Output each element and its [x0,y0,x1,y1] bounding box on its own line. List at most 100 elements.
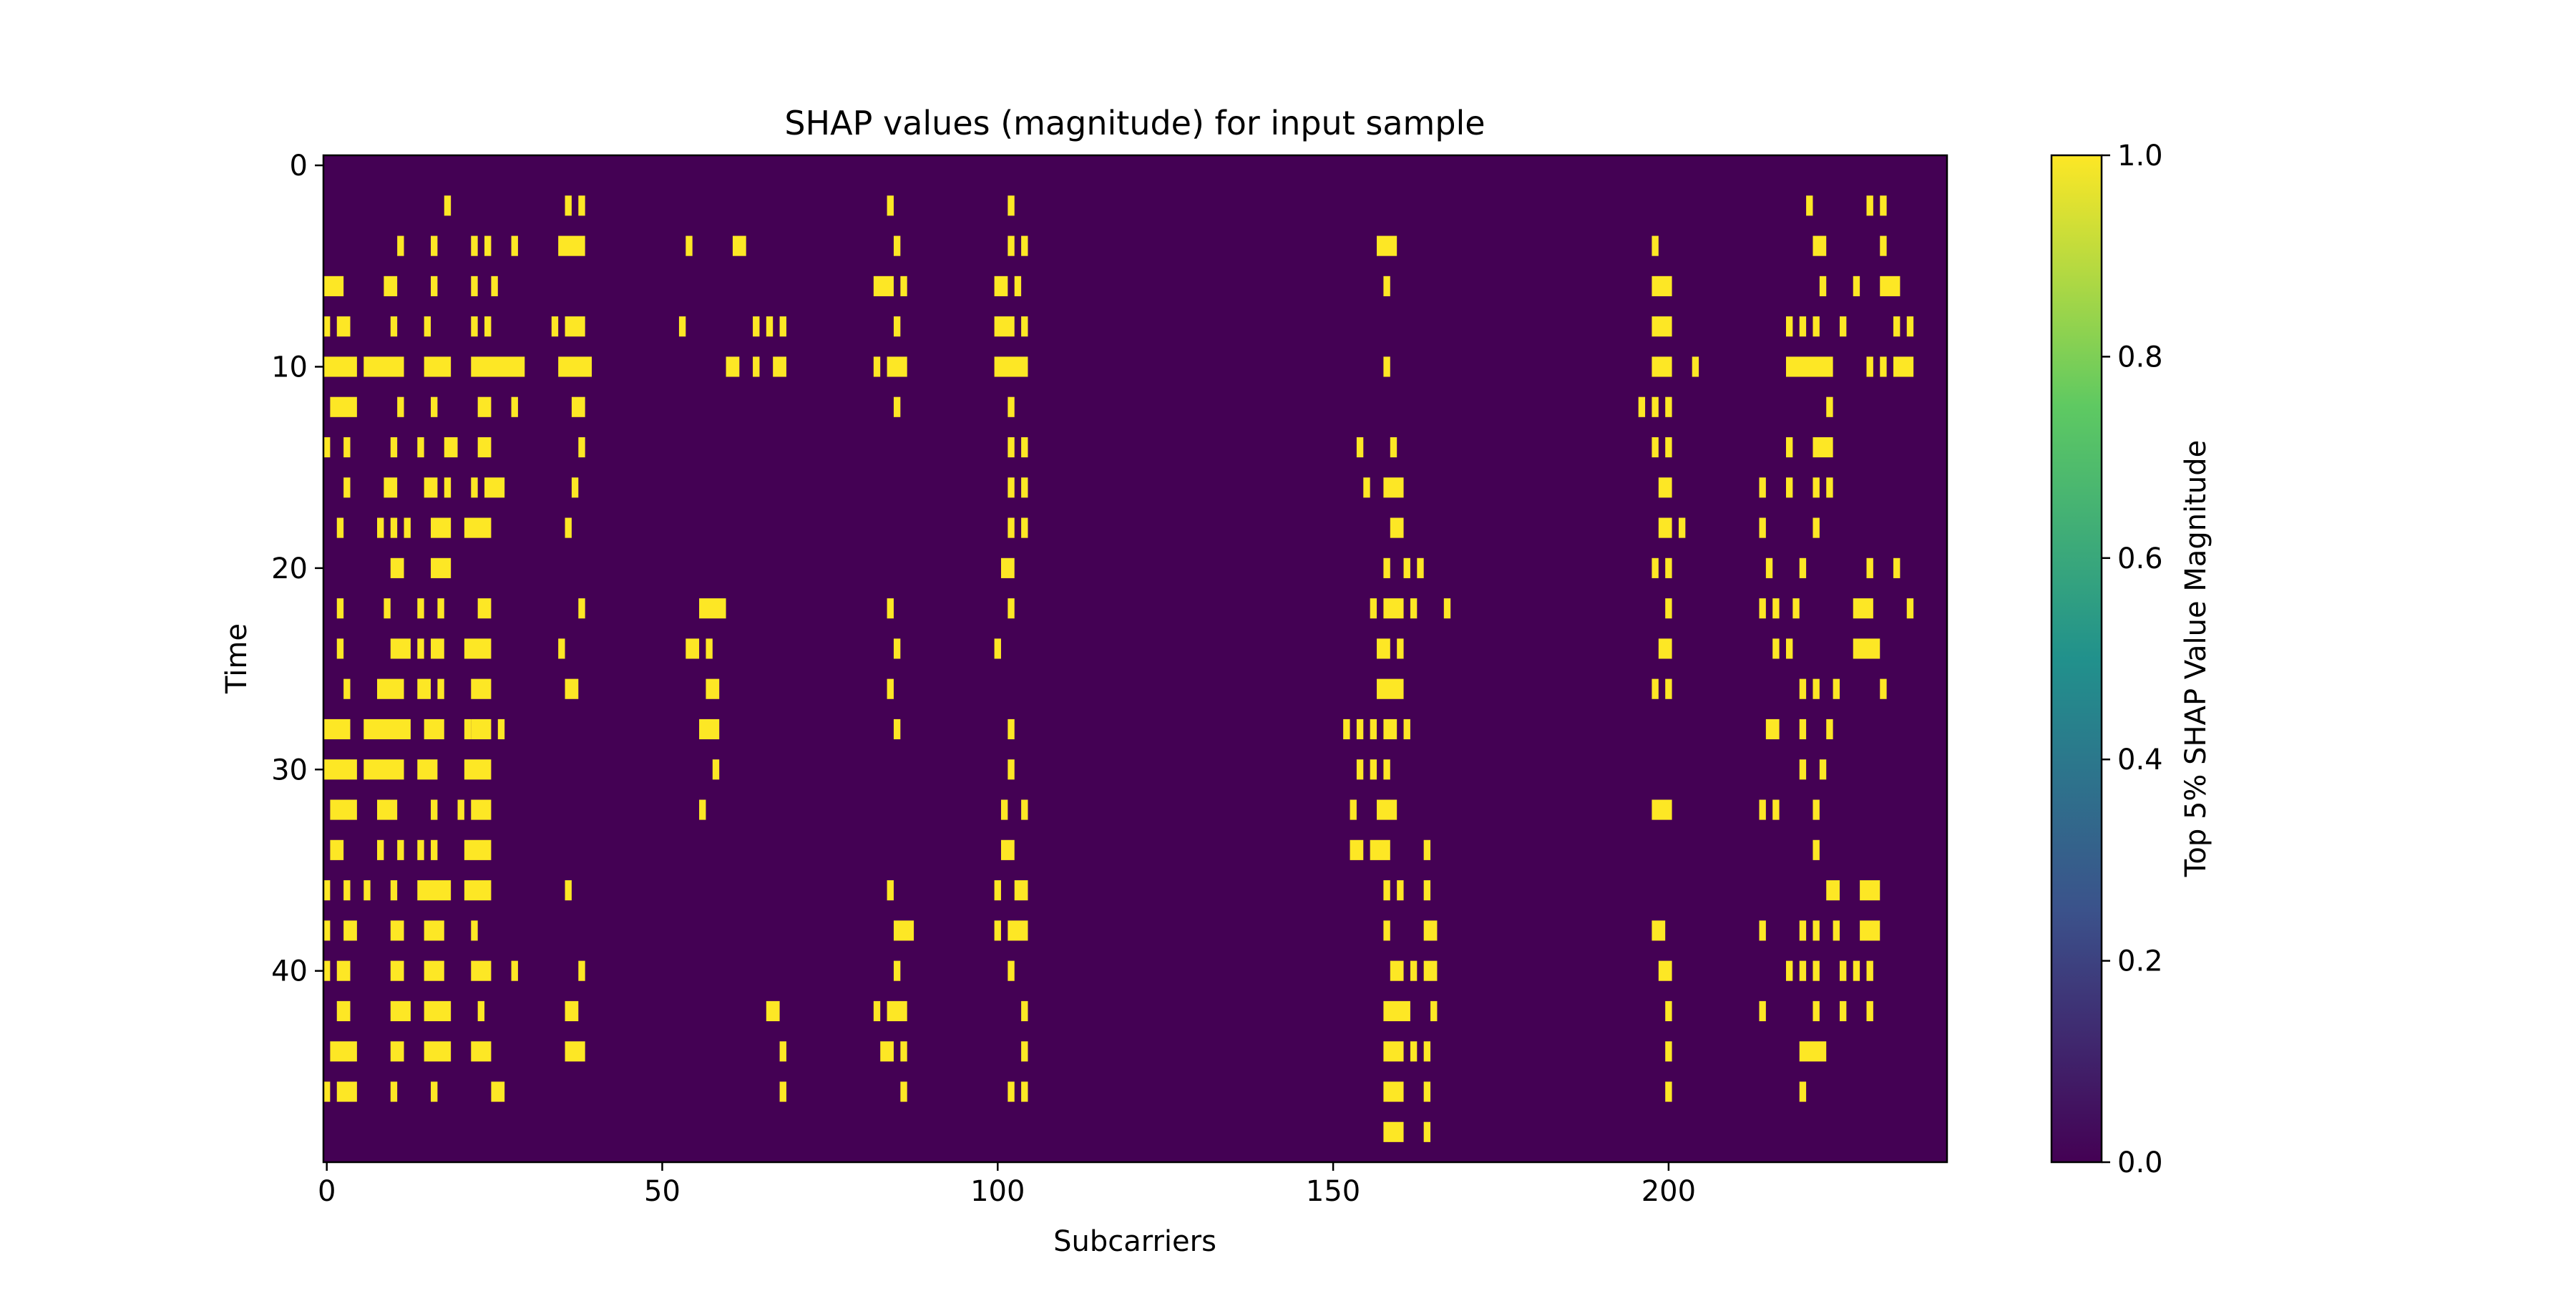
heatmap-cell [565,517,572,538]
heatmap-cell [753,316,760,337]
heatmap-cell [1893,316,1901,337]
heatmap-cell [1785,356,1833,377]
heatmap-cell [1785,960,1793,981]
heatmap-cell [732,235,746,256]
heatmap-cell [1652,356,1672,377]
heatmap-cell [484,477,505,498]
heatmap-cell [1839,960,1847,981]
heatmap-cell [471,718,492,740]
heatmap-cell [1021,517,1028,538]
heatmap-cell [1866,557,1873,578]
heatmap-cell [1853,598,1873,619]
heatmap-cell [1356,718,1364,740]
heatmap-cell [1665,396,1672,417]
heatmap-cell [1423,1081,1431,1102]
heatmap-cell [336,1000,351,1022]
heatmap-cell [390,557,404,578]
heatmap-cell [873,1000,881,1022]
heatmap-cell [1799,1081,1807,1102]
heatmap-cell [578,437,585,458]
heatmap-cell [1813,235,1827,256]
heatmap-cell [1652,799,1672,820]
heatmap-cell [397,235,404,256]
heatmap-cell [1665,437,1672,458]
heatmap-cell [1799,678,1807,699]
heatmap-cell [753,356,760,377]
heatmap-cell [1008,195,1015,216]
heatmap-cell [1383,598,1404,619]
heatmap-cell [417,880,452,901]
heatmap-cell [364,759,404,780]
heatmap-cell [565,1041,585,1062]
heatmap-cell [1665,678,1672,699]
heatmap-cell [390,1041,404,1062]
heatmap-cell [565,678,579,699]
heatmap-cell [1383,1041,1404,1062]
heatmap-cell [1652,316,1672,337]
heatmap-cell [431,557,452,578]
heatmap-cell [1906,598,1914,619]
heatmap-cell [1839,316,1847,337]
heatmap-cell [726,356,740,377]
heatmap-cell [471,678,492,699]
heatmap-cell [893,396,901,417]
heatmap-cell [1638,396,1646,417]
heatmap-cell [1866,960,1873,981]
heatmap-cell [1397,880,1404,901]
heatmap-cell [1021,1041,1028,1062]
heatmap-cell [417,638,424,659]
heatmap-cell [1377,678,1404,699]
heatmap-cell [511,235,518,256]
heatmap-cell [471,1041,492,1062]
heatmap-cell [1658,638,1672,659]
heatmap-cell [1021,799,1028,820]
heatmap-cell [1443,598,1451,619]
heatmap-cell [1652,678,1659,699]
heatmap-cell [437,678,444,699]
heatmap-cell [887,598,894,619]
x-axis-ticks: 0 50 100 150 200 [318,1162,1696,1208]
heatmap-cell [464,880,492,901]
heatmap-cell [1423,1121,1431,1142]
heatmap-cell [887,195,894,216]
heatmap-cell [390,920,404,941]
heatmap-cell [1423,839,1431,860]
heatmap-cell [323,960,331,981]
heatmap-cell [1839,1000,1847,1022]
heatmap-cell [390,960,404,981]
heatmap-cell [336,598,344,619]
heatmap-cell [1383,880,1390,901]
heatmap-cell [1390,517,1404,538]
heatmap-cell [457,799,464,820]
heatmap-cell [1826,880,1840,901]
heatmap-cell [1014,880,1028,901]
plot-area-background [323,155,1947,1162]
heatmap-cell [1383,356,1390,377]
heatmap-cell [397,396,404,417]
heatmap-cell [1383,1121,1404,1142]
heatmap-cell [417,598,424,619]
heatmap-cell [424,1000,452,1022]
y-tick-label: 20 [271,552,308,585]
heatmap-cell [893,960,901,981]
heatmap-cell [364,356,404,377]
heatmap-cell [1665,1041,1672,1062]
heatmap-cell [323,920,331,941]
heatmap-cell [431,799,438,820]
chart-title: SHAP values (magnitude) for input sample [784,104,1485,142]
heatmap-cell [377,799,398,820]
heatmap-cell [1021,316,1028,337]
heatmap-cell [424,1041,452,1062]
heatmap-cell [323,356,357,377]
x-tick-label: 200 [1641,1175,1696,1208]
heatmap-cell [336,316,351,337]
heatmap-cell [1665,1000,1672,1022]
heatmap-cell [1652,396,1659,417]
heatmap-cell [497,718,505,740]
heatmap-cell [558,235,585,256]
heatmap-cell [1383,759,1390,780]
heatmap-cell [1008,517,1015,538]
heatmap-cell [578,598,585,619]
